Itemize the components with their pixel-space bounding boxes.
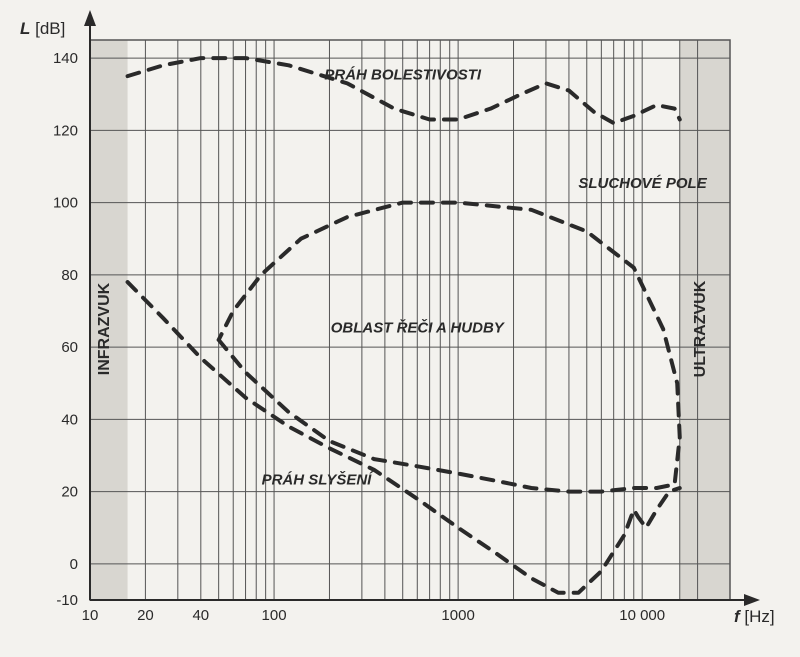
x-tick-label: 1000 <box>441 607 474 624</box>
ultrasound-label: ULTRAZVUK <box>692 280 709 377</box>
auditory-field-label: SLUCHOVÉ POLE <box>578 175 707 192</box>
y-tick-label: 0 <box>70 556 78 573</box>
y-axis-title: L [dB] <box>20 19 65 38</box>
x-tick-label: 40 <box>192 607 209 624</box>
speech-music-label: OBLAST ŘEČI A HUDBY <box>331 319 506 337</box>
y-tick-label: 120 <box>53 122 78 139</box>
infrasound-label: INFRAZVUK <box>96 282 113 375</box>
chart-svg: -10 0 20 40 60 80 100 120 140 10 20 40 100 1000 10 000… <box>0 0 800 657</box>
hearing-field-chart: -10 0 20 40 60 80 100 120 140 10 20 40 100 1000 10 000… <box>0 0 800 657</box>
y-tick-label: 140 <box>53 50 78 67</box>
y-tick-label: 80 <box>61 267 78 284</box>
x-axis-title: f [Hz] <box>734 607 775 626</box>
x-tick-label: 20 <box>137 607 154 624</box>
y-tick-label: 60 <box>61 339 78 356</box>
x-tick-label: 100 <box>262 607 287 624</box>
y-tick-label: -10 <box>56 592 78 609</box>
hearing-threshold-label: PRÁH SLYŠENÍ <box>262 470 375 488</box>
pain-threshold-label: PRÁH BOLESTIVOSTI <box>324 67 482 84</box>
y-tick-label: 100 <box>53 195 78 212</box>
x-tick-label: 10 <box>82 607 99 624</box>
y-tick-label: 20 <box>61 484 78 501</box>
y-tick-label: 40 <box>61 411 78 428</box>
x-tick-label: 10 000 <box>619 607 665 624</box>
